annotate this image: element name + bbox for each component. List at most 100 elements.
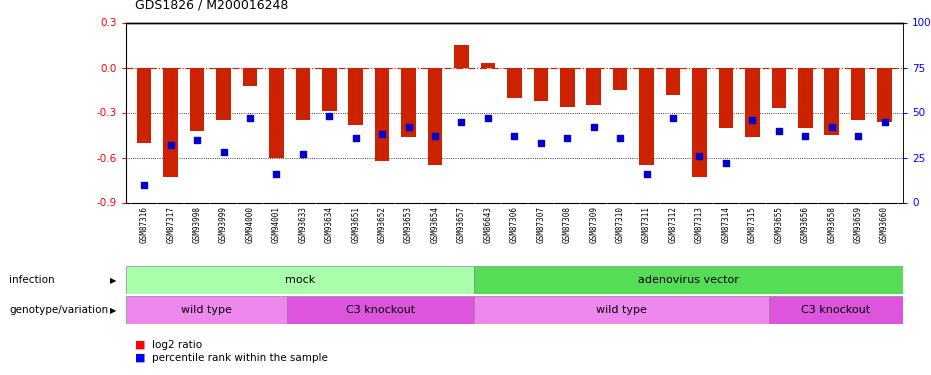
Point xyxy=(798,133,813,139)
Text: percentile rank within the sample: percentile rank within the sample xyxy=(152,353,328,363)
Text: GSM93634: GSM93634 xyxy=(325,206,334,243)
Text: GSM93653: GSM93653 xyxy=(404,206,413,243)
Point xyxy=(640,171,654,177)
Bar xyxy=(480,63,495,68)
Point xyxy=(587,124,601,130)
Text: GSM93998: GSM93998 xyxy=(193,206,202,243)
Bar xyxy=(692,68,707,177)
Text: wild type: wild type xyxy=(596,305,647,315)
Bar xyxy=(454,45,469,68)
Text: GSM93656: GSM93656 xyxy=(801,206,810,243)
Bar xyxy=(295,68,310,120)
Text: GSM87310: GSM87310 xyxy=(615,206,625,243)
Bar xyxy=(348,68,363,124)
Text: GSM93660: GSM93660 xyxy=(880,206,889,243)
Point xyxy=(348,135,363,141)
Point xyxy=(745,117,760,123)
Text: GSM87312: GSM87312 xyxy=(668,206,678,243)
Point xyxy=(533,140,548,146)
Bar xyxy=(825,68,839,135)
Bar xyxy=(126,266,474,294)
Bar xyxy=(666,68,681,94)
Bar xyxy=(216,68,231,120)
Bar xyxy=(613,68,627,90)
Text: adenovirus vector: adenovirus vector xyxy=(638,275,739,285)
Text: ■: ■ xyxy=(135,353,145,363)
Point xyxy=(824,124,839,130)
Text: GSM93654: GSM93654 xyxy=(430,206,439,243)
Text: ▶: ▶ xyxy=(110,276,116,285)
Point xyxy=(692,153,707,159)
Text: GSM87308: GSM87308 xyxy=(562,206,572,243)
Point xyxy=(454,118,469,124)
Text: GSM87313: GSM87313 xyxy=(695,206,704,243)
Bar xyxy=(190,68,204,130)
Point xyxy=(666,115,681,121)
Text: GDS1826 / M200016248: GDS1826 / M200016248 xyxy=(135,0,289,11)
Text: GSM87311: GSM87311 xyxy=(642,206,651,243)
Point xyxy=(506,133,521,139)
Text: GSM93651: GSM93651 xyxy=(351,206,360,243)
Text: GSM93658: GSM93658 xyxy=(827,206,836,243)
Text: GSM93652: GSM93652 xyxy=(378,206,386,243)
Bar xyxy=(640,68,654,165)
Point xyxy=(163,142,178,148)
Text: GSM93659: GSM93659 xyxy=(854,206,863,243)
Text: ■: ■ xyxy=(135,340,145,350)
Bar xyxy=(560,68,574,106)
Bar xyxy=(851,68,866,120)
Bar xyxy=(474,266,903,294)
Bar xyxy=(163,68,178,177)
Text: C3 knockout: C3 knockout xyxy=(802,305,870,315)
Text: GSM86643: GSM86643 xyxy=(483,206,492,243)
Text: GSM94001: GSM94001 xyxy=(272,206,281,243)
Point xyxy=(295,151,310,157)
Text: infection: infection xyxy=(9,275,55,285)
Text: C3 knockout: C3 knockout xyxy=(345,305,415,315)
Bar xyxy=(243,68,257,86)
Bar xyxy=(126,296,287,324)
Point xyxy=(269,171,284,177)
Point xyxy=(190,136,205,142)
Bar xyxy=(507,68,521,98)
Text: GSM87315: GSM87315 xyxy=(748,206,757,243)
Bar xyxy=(798,68,813,128)
Point xyxy=(137,182,152,188)
Point xyxy=(719,160,734,166)
Bar xyxy=(587,68,601,105)
Bar xyxy=(269,68,284,158)
Point xyxy=(401,124,416,130)
Point xyxy=(322,113,337,119)
Text: GSM93657: GSM93657 xyxy=(457,206,466,243)
Text: GSM94000: GSM94000 xyxy=(246,206,254,243)
Text: GSM87316: GSM87316 xyxy=(140,206,149,243)
Point xyxy=(877,118,892,124)
Bar xyxy=(287,296,474,324)
Bar xyxy=(137,68,152,142)
Text: GSM87314: GSM87314 xyxy=(722,206,731,243)
Text: GSM87306: GSM87306 xyxy=(510,206,519,243)
Bar xyxy=(745,68,760,136)
Text: mock: mock xyxy=(285,275,315,285)
Point xyxy=(851,133,866,139)
Text: log2 ratio: log2 ratio xyxy=(152,340,202,350)
Bar xyxy=(427,68,442,165)
Point xyxy=(560,135,574,141)
Point xyxy=(613,135,627,141)
Point xyxy=(374,131,389,137)
Bar xyxy=(375,68,389,160)
Text: GSM93655: GSM93655 xyxy=(775,206,783,243)
Point xyxy=(480,115,495,121)
Point xyxy=(242,115,257,121)
Text: GSM87317: GSM87317 xyxy=(166,206,175,243)
Point xyxy=(427,133,442,139)
Point xyxy=(216,149,231,155)
Bar xyxy=(533,68,548,100)
Bar xyxy=(769,296,903,324)
Bar xyxy=(772,68,786,108)
Text: genotype/variation: genotype/variation xyxy=(9,305,108,315)
Text: GSM87309: GSM87309 xyxy=(589,206,599,243)
Text: ▶: ▶ xyxy=(110,306,116,315)
Bar xyxy=(322,68,337,111)
Text: GSM93999: GSM93999 xyxy=(219,206,228,243)
